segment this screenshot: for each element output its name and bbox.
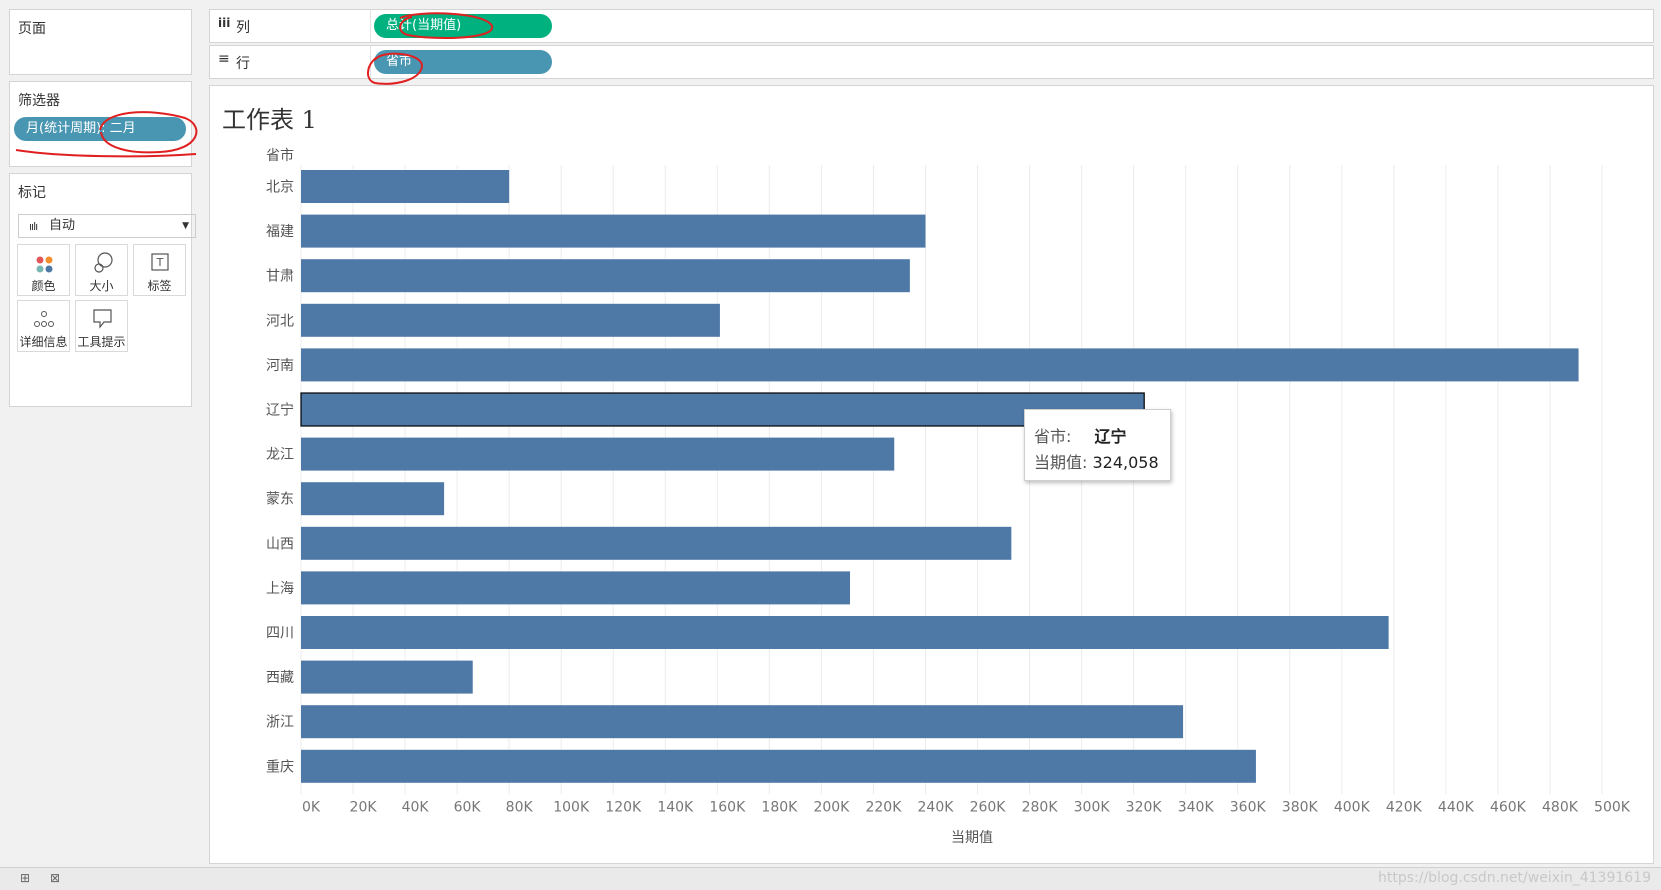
x-tick-label: 80K: [506, 799, 534, 815]
x-tick-label: 300K: [1074, 799, 1111, 815]
x-tick-label: 200K: [813, 799, 850, 815]
data-source-icon[interactable]: ⊞: [20, 871, 31, 885]
x-tick-label: 460K: [1490, 799, 1527, 815]
speech-bubble-icon: [93, 309, 112, 329]
mark-label-label: 标签: [147, 279, 172, 293]
bar[interactable]: [301, 482, 445, 516]
bar[interactable]: [301, 259, 910, 293]
bar[interactable]: [300, 392, 1145, 427]
row-header: 省市: [266, 147, 294, 164]
x-tick-label: 180K: [761, 799, 798, 815]
y-category-label: 福建: [266, 224, 294, 240]
x-tick-label: 160K: [709, 799, 746, 815]
y-category-label: 龙江: [266, 447, 294, 463]
x-tick-label: 320K: [1126, 799, 1163, 815]
bar[interactable]: [301, 749, 1256, 783]
x-tick-label: 500K: [1594, 799, 1631, 815]
rows-shelf-label: 行: [236, 56, 250, 72]
x-tick-label: 140K: [657, 799, 694, 815]
x-tick-label: 60K: [454, 799, 482, 815]
columns-icon: iii: [218, 16, 231, 30]
y-category-label: 甘肃: [266, 269, 294, 285]
y-category-label: 北京: [266, 180, 294, 196]
watermark-text: https://blog.csdn.net/weixin_41391619: [1377, 870, 1651, 886]
y-category-label: 河南: [266, 358, 294, 374]
tooltip-key-value: 当期值:: [1034, 453, 1088, 472]
bar[interactable]: [301, 303, 720, 337]
size-circles-icon: [94, 252, 113, 273]
tooltip-val-value: 324,058: [1092, 453, 1159, 472]
y-category-label: 重庆: [266, 759, 294, 775]
pages-panel: 页面: [9, 9, 192, 75]
x-axis-title: 当期值: [951, 830, 993, 846]
bar[interactable]: [301, 616, 1389, 649]
bar[interactable]: [301, 437, 895, 471]
rows-icon: ≡: [218, 51, 230, 67]
sheet-icon[interactable]: ⊠: [50, 871, 61, 885]
tooltip-key-province: 省市:: [1034, 427, 1072, 446]
y-category-label: 辽宁: [266, 402, 294, 419]
x-tick-label: 260K: [970, 799, 1007, 815]
color-dots-icon: [36, 256, 53, 273]
x-tick-label: 120K: [605, 799, 642, 815]
pages-title: 页面: [18, 21, 46, 37]
x-tick-label: 0K: [302, 799, 321, 815]
columns-shelf-label: 列: [236, 20, 250, 36]
marks-type-value: 自动: [49, 218, 76, 233]
x-tick-label: 40K: [402, 799, 430, 815]
x-tick-label: 280K: [1022, 799, 1059, 815]
x-tick-label: 240K: [918, 799, 955, 815]
tooltip-row-value: 当期值: 324,058: [1034, 449, 1159, 473]
tooltip-val-province: 辽宁: [1094, 427, 1127, 446]
tooltip-row-province: 省市: 辽宁: [1034, 423, 1127, 447]
columns-shelf-divider: [370, 10, 371, 42]
x-tick-label: 20K: [350, 799, 378, 815]
bar-chart-icon: ıılı: [29, 220, 38, 233]
x-tick-label: 100K: [553, 799, 590, 815]
marks-type-dropdown[interactable]: ıılı 自动 ▼: [18, 214, 196, 238]
y-category-label: 河北: [266, 313, 294, 329]
y-category-label: 蒙东: [266, 492, 294, 508]
y-category-label: 西藏: [266, 670, 294, 686]
marks-title: 标记: [18, 185, 46, 201]
mark-detail-button[interactable]: 详细信息: [17, 300, 70, 352]
y-category-label: 上海: [266, 581, 294, 597]
bar[interactable]: [301, 660, 473, 694]
y-category-label: 四川: [266, 626, 294, 642]
bar[interactable]: [301, 571, 851, 605]
y-category-label: 浙江: [266, 715, 294, 731]
x-tick-label: 360K: [1230, 799, 1267, 815]
y-category-label: 山西: [266, 536, 294, 552]
bar[interactable]: [301, 170, 510, 203]
svg-text:T: T: [156, 256, 164, 269]
mark-size-label: 大小: [89, 279, 114, 293]
detail-dots-icon: [34, 311, 54, 327]
x-tick-label: 420K: [1386, 799, 1423, 815]
x-tick-label: 220K: [865, 799, 902, 815]
mark-tooltip-button[interactable]: 工具提示: [75, 300, 128, 352]
filters-title: 筛选器: [18, 93, 60, 109]
mark-tooltip-label: 工具提示: [77, 335, 126, 349]
bar[interactable]: [301, 348, 1579, 382]
x-tick-label: 340K: [1178, 799, 1215, 815]
hover-tooltip: 省市: 辽宁 当期值: 324,058: [1024, 409, 1171, 481]
x-tick-label: 480K: [1542, 799, 1579, 815]
x-tick-label: 380K: [1282, 799, 1319, 815]
bar[interactable]: [301, 526, 1012, 560]
worksheet-title: 工作表 1: [222, 106, 317, 134]
chevron-down-icon: ▼: [182, 221, 189, 231]
mark-detail-label: 详细信息: [19, 335, 68, 349]
mark-label-button[interactable]: T 标签: [133, 244, 186, 296]
marks-panel: 标记 ıılı 自动 ▼ 颜色 大小 T 标签 详细信息: [9, 173, 196, 407]
x-tick-label: 440K: [1438, 799, 1475, 815]
x-tick-label: 400K: [1334, 799, 1371, 815]
mark-color-button[interactable]: 颜色: [17, 244, 70, 296]
bar[interactable]: [301, 214, 926, 248]
bar[interactable]: [301, 705, 1184, 739]
mark-color-label: 颜色: [31, 279, 56, 293]
mark-size-button[interactable]: 大小: [75, 244, 128, 296]
bottom-tab-bar: ⊞ ⊠ https://blog.csdn.net/weixin_4139161…: [0, 867, 1661, 890]
text-label-icon: T: [151, 253, 169, 271]
